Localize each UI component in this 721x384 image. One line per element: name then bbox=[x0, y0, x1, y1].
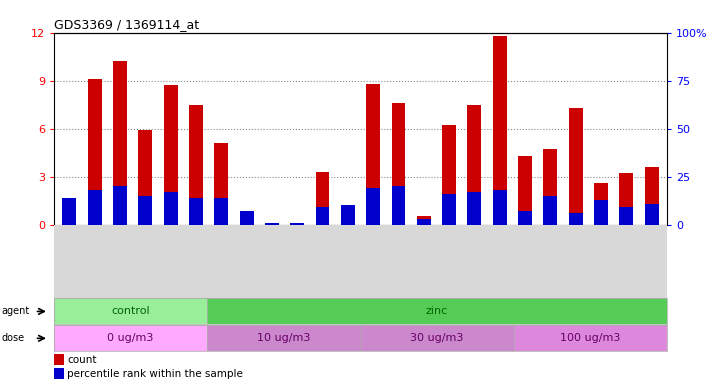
Bar bbox=[189, 105, 203, 225]
Bar bbox=[594, 200, 608, 225]
Bar bbox=[392, 186, 405, 225]
Bar bbox=[138, 196, 152, 225]
Bar bbox=[619, 207, 633, 225]
Bar bbox=[62, 198, 76, 225]
Bar bbox=[291, 224, 304, 225]
Bar bbox=[239, 222, 254, 225]
Bar bbox=[417, 216, 430, 225]
Bar bbox=[360, 325, 513, 351]
Bar bbox=[265, 224, 279, 225]
Bar bbox=[164, 86, 177, 225]
Bar bbox=[164, 192, 177, 225]
Bar bbox=[442, 194, 456, 225]
Bar bbox=[54, 325, 208, 351]
Text: 10 ug/m3: 10 ug/m3 bbox=[257, 333, 311, 343]
Bar bbox=[113, 61, 127, 225]
Bar bbox=[645, 167, 659, 225]
Bar bbox=[341, 205, 355, 225]
Text: 100 ug/m3: 100 ug/m3 bbox=[560, 333, 621, 343]
Text: 0 ug/m3: 0 ug/m3 bbox=[107, 333, 154, 343]
Bar bbox=[88, 79, 102, 225]
Text: dose: dose bbox=[1, 333, 25, 343]
Text: agent: agent bbox=[1, 306, 30, 316]
Bar bbox=[291, 223, 304, 225]
Bar bbox=[493, 190, 507, 225]
Bar bbox=[316, 207, 329, 225]
Text: 30 ug/m3: 30 ug/m3 bbox=[410, 333, 464, 343]
Text: zinc: zinc bbox=[426, 306, 448, 316]
Bar bbox=[54, 368, 64, 379]
Bar bbox=[392, 103, 405, 225]
Bar bbox=[645, 204, 659, 225]
Bar bbox=[619, 174, 633, 225]
Bar bbox=[513, 325, 667, 351]
Bar bbox=[518, 211, 532, 225]
Bar bbox=[569, 108, 583, 225]
Bar bbox=[569, 213, 583, 225]
Text: GDS3369 / 1369114_at: GDS3369 / 1369114_at bbox=[54, 18, 199, 31]
Bar bbox=[417, 219, 430, 225]
Bar bbox=[316, 172, 329, 225]
Bar bbox=[493, 36, 507, 225]
Bar bbox=[594, 183, 608, 225]
Text: control: control bbox=[111, 306, 150, 316]
Bar bbox=[265, 223, 279, 225]
Bar bbox=[88, 190, 102, 225]
Text: percentile rank within the sample: percentile rank within the sample bbox=[67, 369, 243, 379]
Bar bbox=[54, 298, 208, 324]
Bar bbox=[214, 143, 228, 225]
Bar bbox=[62, 215, 76, 225]
Bar bbox=[341, 222, 355, 225]
Text: count: count bbox=[67, 355, 97, 365]
Bar bbox=[113, 186, 127, 225]
Bar bbox=[467, 105, 482, 225]
Bar bbox=[208, 325, 360, 351]
Bar bbox=[544, 196, 557, 225]
Bar bbox=[214, 198, 228, 225]
Bar bbox=[442, 126, 456, 225]
Bar bbox=[138, 130, 152, 225]
Bar bbox=[518, 156, 532, 225]
Bar bbox=[366, 188, 380, 225]
Bar bbox=[366, 84, 380, 225]
Bar bbox=[467, 192, 482, 225]
Bar bbox=[544, 149, 557, 225]
Bar bbox=[239, 211, 254, 225]
Bar bbox=[189, 198, 203, 225]
Bar bbox=[54, 354, 64, 365]
Bar bbox=[208, 298, 667, 324]
